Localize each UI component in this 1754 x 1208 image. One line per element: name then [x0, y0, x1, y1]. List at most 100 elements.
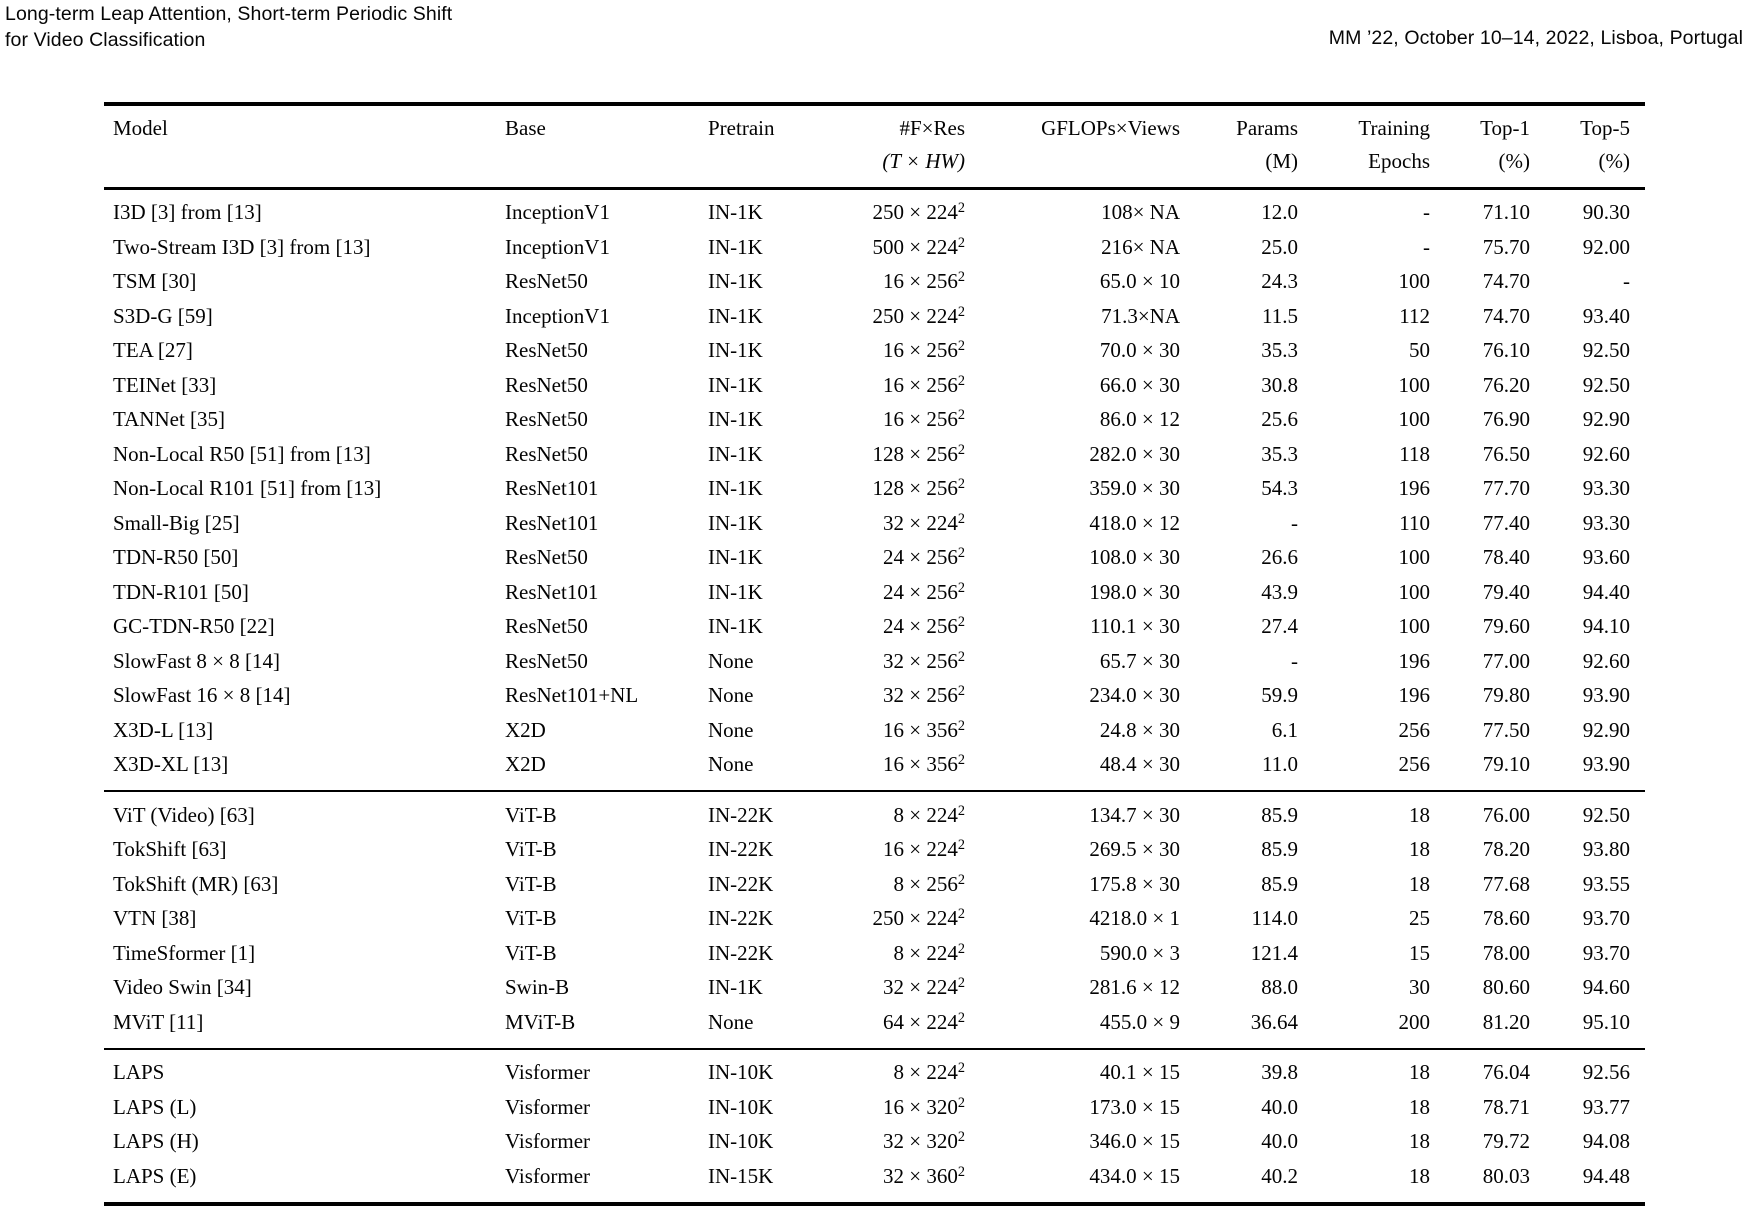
cell-fres: 8 × 2562 — [893, 871, 965, 896]
cell-gflops: 110.1 × 30 — [1090, 614, 1180, 639]
cell-top5: 93.60 — [1582, 545, 1630, 570]
cell-model: SlowFast 16 × 8 [14] — [113, 683, 291, 708]
cell-params: 88.0 — [1261, 975, 1298, 1000]
cell-top1: 80.03 — [1482, 1163, 1530, 1188]
cell-model: TDN-R50 [50] — [113, 545, 239, 570]
column-label: GFLOPs×Views — [1041, 116, 1180, 140]
cell-base: ViT-B — [505, 802, 557, 827]
column-header-params: Params (M) — [1180, 112, 1298, 178]
cell-params: 85.9 — [1261, 837, 1298, 862]
cell-model: TANNet [35] — [113, 407, 226, 432]
cell-pretrain: IN-1K — [708, 579, 763, 604]
cell-epochs: 100 — [1398, 579, 1431, 604]
cell-params: 54.3 — [1261, 476, 1298, 501]
cell-base: ResNet50 — [505, 407, 588, 432]
table-row: Two-Stream I3D [3] from [13] InceptionV1 I… — [104, 230, 1645, 265]
cell-top5: 92.00 — [1582, 234, 1630, 259]
cell-model: Video Swin [34] — [113, 975, 252, 1000]
cell-top1: 79.80 — [1482, 683, 1530, 708]
cell-top5: 90.30 — [1582, 200, 1630, 225]
cell-gflops: 108× NA — [1101, 200, 1180, 225]
column-label: Top-1 — [1480, 116, 1530, 140]
table-row: GC-TDN-R50 [22] ResNet50 IN-1K 24 × 2562 110… — [104, 610, 1645, 645]
cell-fres: 250 × 2242 — [872, 200, 965, 225]
table-section-cnn-models: I3D [3] from [13] InceptionV1 IN-1K 250 × 2… — [104, 190, 1645, 791]
cell-top5: 92.60 — [1582, 441, 1630, 466]
cell-model: SlowFast 8 × 8 [14] — [113, 648, 281, 673]
table-row: Video Swin [34] Swin-B IN-1K 32 × 2242 281.6… — [104, 971, 1645, 1006]
table-section-transformer-models: ViT (Video) [63] ViT-B IN-22K 8 × 2242 134.7… — [104, 792, 1645, 1048]
cell-base: InceptionV1 — [505, 200, 610, 225]
cell-pretrain: IN-10K — [708, 1094, 774, 1119]
cell-pretrain: None — [708, 752, 754, 777]
cell-params: 40.0 — [1261, 1129, 1298, 1154]
cell-top1: 74.70 — [1482, 303, 1530, 328]
section-divider — [104, 790, 1645, 792]
cell-fres: 24 × 2562 — [883, 579, 965, 604]
cell-epochs: 15 — [1409, 940, 1430, 965]
cell-pretrain: IN-1K — [708, 269, 763, 294]
cell-gflops: 418.0 × 12 — [1089, 510, 1180, 535]
cell-params: 27.4 — [1261, 614, 1298, 639]
cell-top1: 79.60 — [1482, 614, 1530, 639]
column-sublabel: (M) — [1265, 149, 1298, 173]
table-row: TANNet [35] ResNet50 IN-1K 16 × 2562 86.0 × … — [104, 403, 1645, 438]
table-row: LAPS (L) Visformer IN-10K 16 × 3202 173.0 × … — [104, 1090, 1645, 1125]
cell-gflops: 134.7 × 30 — [1089, 802, 1180, 827]
cell-model: LAPS (E) — [113, 1163, 197, 1188]
cell-pretrain: None — [708, 683, 754, 708]
cell-epochs: 18 — [1409, 1094, 1430, 1119]
cell-model: LAPS (L) — [113, 1094, 197, 1119]
cell-top1: 79.10 — [1482, 752, 1530, 777]
cell-gflops: 346.0 × 15 — [1089, 1129, 1180, 1154]
cell-params: 11.5 — [1262, 303, 1298, 328]
column-sublabel: (%) — [1598, 149, 1630, 173]
table-bottom-rule — [104, 1201, 1645, 1206]
cell-fres: 24 × 2562 — [883, 614, 965, 639]
cell-gflops: 66.0 × 30 — [1099, 372, 1180, 397]
cell-top1: 76.04 — [1482, 1060, 1530, 1085]
cell-base: ResNet50 — [505, 648, 588, 673]
cell-base: Visformer — [505, 1060, 591, 1085]
cell-top1: 77.68 — [1482, 871, 1530, 896]
cell-pretrain: IN-1K — [708, 303, 763, 328]
table-row: TSM [30] ResNet50 IN-1K 16 × 2562 65.0 × 10 2… — [104, 265, 1645, 300]
cell-fres: 8 × 2242 — [893, 940, 965, 965]
cell-top1: 81.20 — [1482, 1009, 1530, 1034]
cell-gflops: 173.0 × 15 — [1089, 1094, 1180, 1119]
cell-model: TokShift [63] — [113, 837, 227, 862]
column-label: Params — [1236, 116, 1298, 140]
cell-base: MViT-B — [505, 1009, 576, 1034]
cell-epochs: 50 — [1409, 338, 1430, 363]
column-header-epochs: Training Epochs — [1298, 112, 1430, 178]
cell-model: MViT [11] — [113, 1009, 204, 1034]
cell-model: I3D [3] from [13] — [113, 200, 262, 225]
cell-params: 40.0 — [1261, 1094, 1298, 1119]
cell-fres: 8 × 2242 — [893, 802, 965, 827]
cell-epochs: - — [1423, 200, 1430, 225]
cell-base: ViT-B — [505, 906, 557, 931]
cell-fres: 8 × 2242 — [893, 1060, 965, 1085]
cell-gflops: 4218.0 × 1 — [1089, 906, 1180, 931]
cell-gflops: 269.5 × 30 — [1089, 837, 1180, 862]
results-table: Model Base Pretrain #F×Res (T × HW) GFLOPs×Vi… — [104, 102, 1645, 1206]
table-row: TokShift (MR) [63] ViT-B IN-22K 8 × 2562 175… — [104, 867, 1645, 902]
column-sublabel: (T × HW) — [882, 149, 965, 173]
column-header-base: Base — [505, 112, 708, 178]
column-sublabel: (%) — [1498, 149, 1530, 173]
cell-epochs: 18 — [1409, 837, 1430, 862]
cell-params: 85.9 — [1261, 871, 1298, 896]
cell-top5: 93.90 — [1582, 752, 1630, 777]
cell-base: X2D — [505, 752, 546, 777]
cell-fres: 32 × 2242 — [883, 975, 965, 1000]
cell-gflops: 359.0 × 30 — [1089, 476, 1180, 501]
cell-gflops: 234.0 × 30 — [1089, 683, 1180, 708]
cell-epochs: 25 — [1409, 906, 1430, 931]
cell-fres: 250 × 2242 — [872, 906, 965, 931]
cell-pretrain: IN-1K — [708, 510, 763, 535]
cell-base: InceptionV1 — [505, 303, 610, 328]
cell-top1: 77.50 — [1482, 717, 1530, 742]
cell-model: TEA [27] — [113, 338, 193, 363]
cell-model: X3D-XL [13] — [113, 752, 229, 777]
cell-params: 114.0 — [1251, 906, 1298, 931]
